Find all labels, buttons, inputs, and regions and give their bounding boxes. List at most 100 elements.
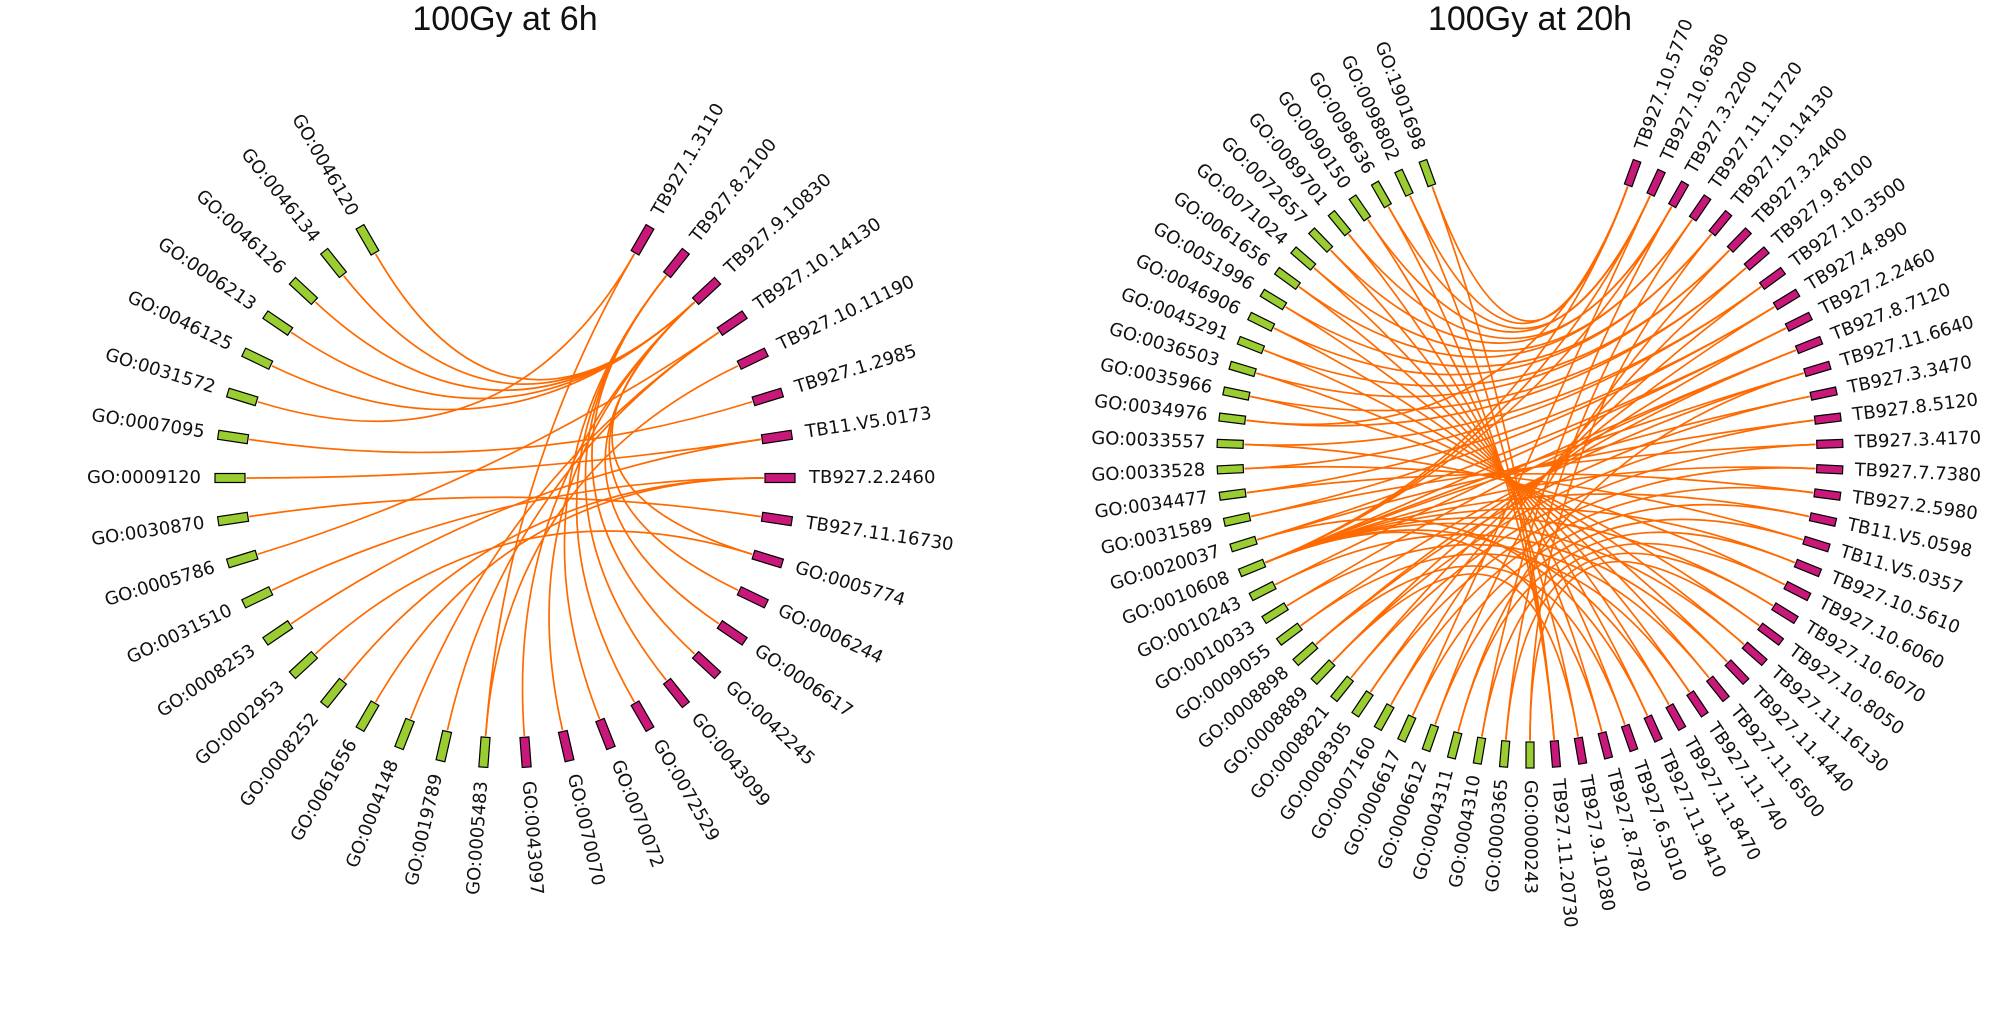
node-marker-tb927-10-3500	[1758, 266, 1787, 291]
node-marker-tb927-10-11190	[736, 347, 770, 371]
node-marker-go-0035966	[1222, 386, 1251, 401]
link-tb927-8-2100--go-0042245	[591, 275, 695, 655]
node-label-go-0000243: GO:0000243	[1520, 780, 1541, 894]
link-tb927-9-10830--go-0006617	[604, 301, 720, 625]
node-marker-go-0061656	[355, 700, 380, 733]
link-go-0005774--go-0002953	[315, 530, 753, 655]
node-marker-tb927-11-4440	[1724, 659, 1750, 686]
link-tb927-3-4170--go-0008821	[1350, 443, 1816, 678]
link-tb927-8-7820--go-0089701	[1348, 233, 1603, 732]
node-marker-tb927-7-7380	[1815, 464, 1844, 475]
node-marker-tb927-3-2200	[1667, 180, 1690, 209]
node-marker-tb927-10-6070	[1770, 602, 1799, 625]
node-marker-tb11-v5-0173	[760, 429, 794, 445]
link-tb927-3-2200--go-0010608	[1265, 206, 1673, 564]
node-marker-go-0090150	[1348, 194, 1372, 222]
node-marker-tb927-11-8470	[1665, 703, 1687, 732]
link-tb927-3-2400--go-0036503	[1256, 249, 1730, 398]
node-marker-go-0005483	[478, 736, 491, 769]
node-marker-tb927-10-8050	[1756, 622, 1785, 646]
node-marker-go-0071024	[1289, 246, 1317, 271]
node-marker-tb927-2-2460	[1784, 311, 1814, 332]
link-tb927-10-3500--go-0033528	[1244, 286, 1762, 470]
link-tb927-9-10830--go-0046120	[375, 253, 695, 381]
link-tb927-2-2460--go-0008252	[343, 477, 764, 681]
link-tb927-2-2460--go-0010608	[1265, 327, 1787, 564]
node-label-go-0070070: GO:0070070	[563, 772, 609, 888]
link-tb927-9-10830--go-0005774	[611, 301, 753, 555]
node-marker-go-0006244	[736, 585, 770, 609]
link-tb927-2-2460--go-0031510	[271, 477, 764, 591]
node-label-go-0033528: GO:0033528	[1091, 459, 1206, 485]
node-label-go-0031572: GO:0031572	[103, 344, 218, 398]
link-tb927-10-6070--go-0000365	[1505, 552, 1774, 740]
link-tb927-11-9410--go-0020037	[1257, 518, 1648, 716]
node-marker-tb927-11-16730	[760, 511, 794, 527]
node-label-go-0009120: GO:0009120	[87, 467, 201, 488]
node-label-go-0007095: GO:0007095	[90, 405, 206, 443]
node-marker-go-0070072	[595, 717, 616, 751]
node-marker-go-0007160	[1373, 703, 1395, 732]
link-tb927-11-740--go-0009055	[1300, 553, 1690, 693]
node-marker-go-0034477	[1218, 488, 1247, 501]
node-marker-tb927-10-14130	[716, 310, 748, 337]
link-tb927-10-5610--go-0004311	[1457, 531, 1795, 732]
node-marker-go-0089701	[1327, 209, 1352, 237]
link-tb927-3-2400--go-0006612	[1434, 249, 1730, 725]
node-label-tb11-v5-0173: TB11.V5.0173	[803, 403, 933, 443]
node-marker-go-0006617	[1397, 714, 1417, 743]
node-marker-go-0030870	[216, 511, 250, 527]
link-tb927-1-3110--go-0005483	[484, 253, 635, 737]
link-tb927-10-6380--go-0006617	[1412, 195, 1651, 716]
node-marker-go-0020037	[1229, 535, 1258, 553]
node-marker-go-0045291	[1236, 335, 1266, 355]
node-label-go-0033557: GO:0033557	[1091, 428, 1206, 453]
node-marker-tb927-10-5770	[1623, 158, 1642, 188]
node-marker-tb927-2-5980	[1813, 488, 1842, 501]
node-marker-tb927-1-3110	[630, 223, 655, 256]
link-tb927-10-8050--go-0000243	[1529, 560, 1760, 741]
link-tb927-1-2985--go-0007095	[249, 401, 753, 454]
node-marker-go-0098802	[1394, 168, 1414, 198]
node-marker-tb927-3-3470	[1809, 386, 1838, 401]
node-marker-go-0046134	[319, 247, 348, 279]
node-marker-go-0006617	[716, 619, 748, 646]
link-tb927-9-10280--go-0008889	[1332, 573, 1579, 737]
node-label-tb927-11-16730: TB927.11.16730	[803, 512, 955, 555]
node-marker-go-0009055	[1275, 622, 1304, 646]
link-tb927-10-14130--go-0005786	[257, 331, 720, 555]
node-marker-go-0019789	[435, 729, 453, 763]
node-label-go-0004148: GO:0004148	[342, 757, 403, 871]
node-marker-go-0004310	[1472, 736, 1487, 765]
node-marker-go-0010243	[1248, 580, 1277, 602]
node-marker-go-0008253	[262, 619, 294, 646]
node-marker-tb927-10-14130	[1708, 209, 1733, 237]
chart-title-6h: 100Gy at 6h	[412, 0, 597, 38]
node-label-tb927-3-4170: TB927.3.4170	[1853, 427, 1981, 453]
node-marker-tb927-3-4170	[1816, 438, 1844, 449]
node-marker-tb927-11-740	[1686, 690, 1709, 718]
node-marker-go-0031572	[225, 387, 259, 407]
node-marker-go-0008898	[1292, 641, 1319, 667]
node-marker-tb927-9-8100	[1743, 246, 1771, 271]
node-label-tb927-7-7380: TB927.7.7380	[1853, 459, 1981, 486]
node-marker-go-0031589	[1222, 512, 1252, 527]
node-marker-go-0046120	[355, 223, 380, 256]
node-marker-go-0043099	[662, 677, 691, 709]
node-label-go-0005786: GO:0005786	[102, 557, 217, 611]
node-marker-tb927-10-5610	[1793, 558, 1823, 578]
node-marker-tb927-1-2985	[751, 387, 785, 407]
node-label-go-0070072: GO:0070072	[607, 757, 668, 871]
node-marker-tb927-11-20730	[1549, 739, 1562, 768]
node-marker-go-0034976	[1218, 412, 1247, 425]
link-tb927-3-3470--go-0008898	[1315, 395, 1810, 645]
node-label-go-0030870: GO:0030870	[90, 512, 206, 550]
node-marker-go-0010033	[1261, 602, 1290, 625]
node-marker-go-0031510	[240, 585, 274, 609]
link-tb927-9-8100--go-0034976	[1246, 267, 1747, 427]
node-marker-go-0008889	[1310, 659, 1336, 686]
node-marker-tb927-10-6380	[1646, 168, 1666, 198]
node-marker-tb927-10-6060	[1783, 580, 1812, 602]
node-marker-tb927-11-16130	[1741, 641, 1768, 667]
